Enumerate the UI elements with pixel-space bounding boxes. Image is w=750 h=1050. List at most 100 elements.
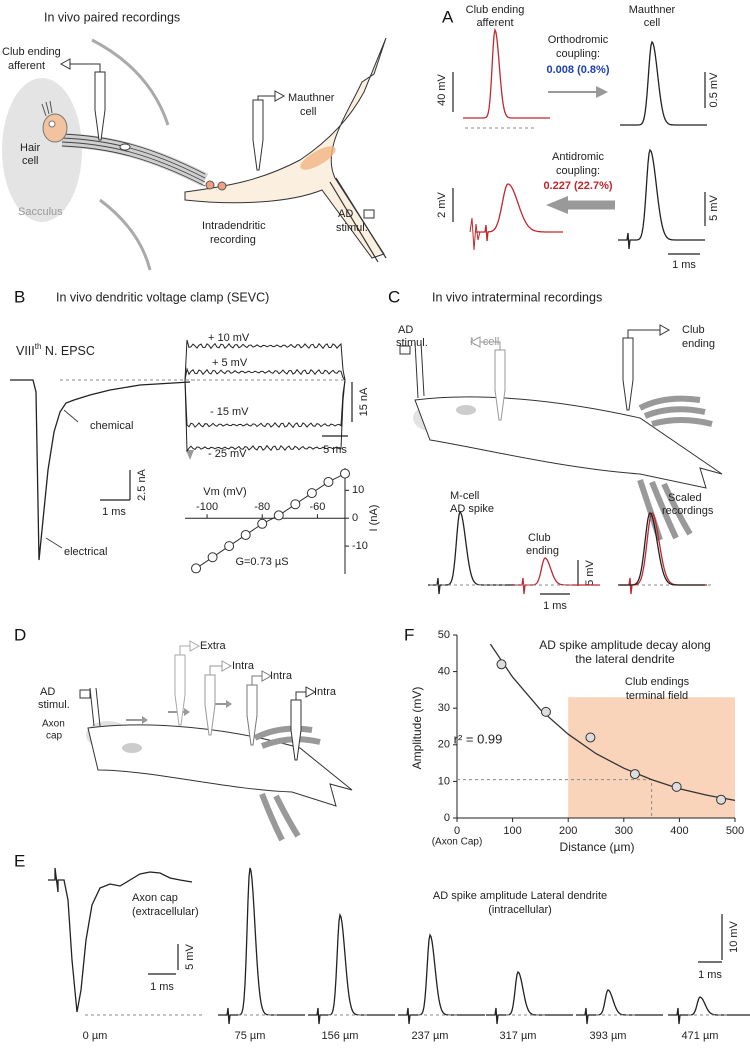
scale-bars <box>148 944 179 975</box>
label: VIIIth N. EPSC <box>16 342 95 358</box>
trace <box>668 996 750 1025</box>
label: afferent <box>476 17 513 29</box>
label: coupling: <box>556 165 600 177</box>
annotation: r² = 0.99 <box>454 731 503 746</box>
point <box>207 552 218 563</box>
label: Mauthner <box>288 92 335 104</box>
label: AD <box>40 686 55 698</box>
dendrite-shape <box>414 396 723 489</box>
pipette <box>246 684 258 746</box>
point <box>191 563 202 574</box>
pointer <box>45 409 79 549</box>
scale-bars <box>322 382 353 437</box>
y-axis-label: Amplitude (mV) <box>410 687 424 770</box>
panel-d-schematic <box>79 687 353 842</box>
label: Intra <box>270 670 293 682</box>
superscript: th <box>35 342 42 351</box>
label: ending <box>682 338 715 350</box>
y-tick-label: 40 <box>438 666 450 678</box>
label: Club <box>528 532 551 544</box>
x-note: (Axon Cap) <box>432 837 483 848</box>
axon <box>89 687 101 727</box>
point <box>224 541 235 552</box>
label: Extra <box>200 640 227 652</box>
point <box>629 769 640 780</box>
label: Scaled <box>668 492 702 504</box>
trace <box>218 867 305 1025</box>
position-label: 471 µm <box>682 1030 719 1042</box>
stimulator <box>79 689 91 699</box>
scale-label: 1 ms <box>102 506 126 518</box>
pipette-lead <box>257 95 275 100</box>
x-tick-label: 100 <box>503 825 521 837</box>
trace <box>428 510 515 595</box>
panel-c-schematic <box>399 341 723 541</box>
trace <box>618 512 705 586</box>
pipette-head <box>59 58 71 70</box>
dendrite-shape <box>87 724 353 807</box>
trace <box>308 912 395 1025</box>
trace <box>476 183 563 242</box>
y-tick-label: -10 <box>352 540 368 552</box>
pipette-head <box>274 90 286 102</box>
label: Axon <box>42 719 65 730</box>
label: AD spike amplitude Lateral dendrite <box>433 890 607 902</box>
point <box>540 706 551 717</box>
scale-label: 5 mV <box>584 560 596 586</box>
pipette-head <box>189 640 201 652</box>
hair-bundle <box>41 100 53 117</box>
label: cell <box>22 155 39 167</box>
axon <box>329 177 387 263</box>
trace <box>48 867 193 1013</box>
point <box>716 794 727 805</box>
panel-title: In vivo dendritic voltage clamp (SEVC) <box>56 290 269 304</box>
pipette-lead <box>627 329 660 338</box>
pipette-lead <box>209 665 222 675</box>
nucleus <box>122 743 142 753</box>
label: recordings <box>662 505 714 517</box>
panel-label: A <box>442 7 454 26</box>
label: chemical <box>90 420 133 432</box>
pipette-lead <box>295 691 306 700</box>
scale-label: 1 ms <box>672 259 696 271</box>
x-tick-label: -100 <box>196 501 218 513</box>
y-tick-label: 20 <box>438 739 450 751</box>
step-label: + 5 mV <box>212 357 248 369</box>
scale-label: 40 mV <box>436 73 448 105</box>
trace <box>620 512 707 595</box>
label: cell <box>644 17 661 29</box>
x-tick-label: -60 <box>309 501 325 513</box>
label: AD <box>398 324 413 336</box>
point <box>340 468 350 479</box>
position-label: 393 µm <box>590 1030 627 1042</box>
label: electrical <box>64 546 107 558</box>
brainstem-outline <box>91 38 170 126</box>
scale-label: 10 mV <box>728 920 740 952</box>
panel-title: In vivo intraterminal recordings <box>432 290 602 304</box>
point <box>671 781 682 792</box>
label: Intra <box>232 660 255 672</box>
position-label: 0 µm <box>83 1030 108 1042</box>
trace <box>576 989 663 1025</box>
club-fibers <box>253 725 321 749</box>
x-tick-label: 300 <box>615 825 633 837</box>
label: Club ending <box>466 4 525 16</box>
arrow-head <box>546 196 568 214</box>
step-label: - 15 mV <box>210 406 249 418</box>
label: ending <box>526 545 559 557</box>
scale-bars <box>540 560 579 595</box>
mauthner-soma <box>300 146 336 170</box>
x-axis-label: Distance (µm) <box>560 840 635 854</box>
y-tick-label: 30 <box>438 702 450 714</box>
data-line <box>195 473 346 569</box>
scale-bars <box>100 470 131 501</box>
scale-bars <box>698 914 723 963</box>
club-fibers <box>259 792 301 842</box>
sacculus-shape <box>2 78 82 222</box>
x-axis-label: Vm (mV) <box>203 486 246 498</box>
point <box>257 518 268 529</box>
club-ending <box>205 180 215 190</box>
artifact <box>469 217 481 251</box>
hair-cell-nucleus <box>48 120 56 128</box>
